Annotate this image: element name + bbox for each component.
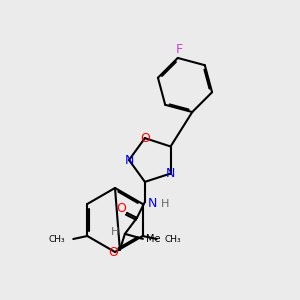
Text: N: N: [166, 167, 175, 180]
Text: Me: Me: [146, 234, 160, 244]
Text: H: H: [161, 199, 169, 209]
Text: H: H: [111, 227, 119, 237]
Text: N: N: [124, 154, 134, 166]
Text: CH₃: CH₃: [165, 235, 181, 244]
Text: O: O: [108, 246, 118, 260]
Text: O: O: [116, 202, 126, 215]
Text: F: F: [176, 44, 183, 56]
Text: N: N: [148, 197, 158, 210]
Text: O: O: [140, 132, 150, 145]
Text: CH₃: CH₃: [49, 235, 65, 244]
